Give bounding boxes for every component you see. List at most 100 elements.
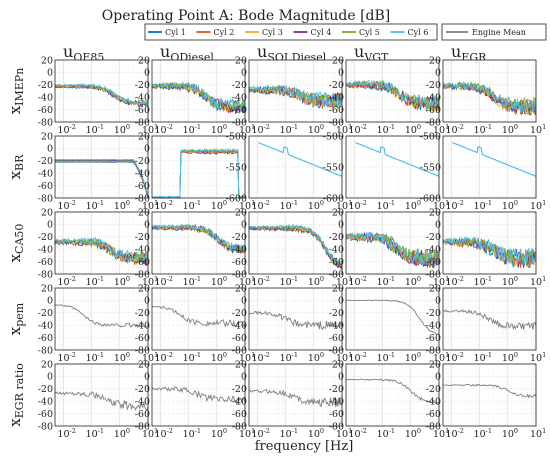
x-tick-label: 10-1 <box>377 199 395 212</box>
x-tick-exp: -2 <box>361 123 367 131</box>
y-tick-label: -20 <box>426 80 441 91</box>
legend-box <box>144 23 438 41</box>
x-tick-exp: -2 <box>458 275 464 283</box>
panel-frame <box>442 211 537 275</box>
cylinder-trace <box>151 223 246 252</box>
y-tick-label: 0 <box>144 372 150 383</box>
y-tick-label: -60 <box>426 333 441 344</box>
y-tick-label: -20 <box>232 384 247 395</box>
y-tick-label: 20 <box>41 207 53 218</box>
x-tick-label: 101 <box>530 123 546 136</box>
y-tick-label: -80 <box>232 421 247 432</box>
y-tick-label: -60 <box>135 105 150 116</box>
y-tick-label: -80 <box>329 421 344 432</box>
x-tick-label: 100 <box>405 199 421 212</box>
panel-frame <box>54 287 149 351</box>
y-tick-label: -20 <box>232 232 247 243</box>
x-tick-exp: 1 <box>154 351 158 359</box>
y-tick-label: -80 <box>426 269 441 280</box>
panel-background <box>249 212 342 274</box>
x-tick-exp: 0 <box>126 427 130 435</box>
x-tick-exp: 1 <box>348 275 352 283</box>
y-tick-label: 20 <box>235 55 247 66</box>
x-tick-label: 10-2 <box>251 199 269 212</box>
y-tick-label: -600 <box>420 193 441 204</box>
x-tick-exp: -2 <box>70 123 76 131</box>
x-tick-exp: 1 <box>542 199 546 207</box>
x-tick-exp: -1 <box>389 199 395 207</box>
x-tick-label: 10-1 <box>86 351 104 364</box>
panel-frame <box>151 363 246 427</box>
x-tick-exp: -2 <box>264 123 270 131</box>
y-tick-label: 20 <box>332 359 344 370</box>
x-tick-label: 10-2 <box>445 123 463 136</box>
x-tick-label: 100 <box>502 427 518 440</box>
y-tick-label: 20 <box>235 359 247 370</box>
y-tick-label: -40 <box>38 93 53 104</box>
y-tick-label: -80 <box>135 421 150 432</box>
x-tick-exp: 1 <box>154 427 158 435</box>
y-tick-label: -80 <box>426 345 441 356</box>
x-tick-label: 100 <box>308 199 324 212</box>
x-tick-exp: -1 <box>195 123 201 131</box>
y-tick-label: -40 <box>426 397 441 408</box>
x-tick-exp: 0 <box>223 427 227 435</box>
panel-background <box>55 60 148 122</box>
x-tick-label: 10-1 <box>183 123 201 136</box>
x-tick-label: 10-2 <box>251 275 269 288</box>
cylinder-trace <box>54 83 149 105</box>
panel-background <box>55 364 148 426</box>
legend-entries: Cyl 1 Cyl 2 Cyl 3 Cyl 4 Cyl 5 Cyl 6 <box>148 28 428 37</box>
x-tick-label: 100 <box>211 199 227 212</box>
x-tick-exp: -2 <box>458 199 464 207</box>
y-tick-label: -80 <box>135 117 150 128</box>
y-tick-label: 20 <box>138 207 150 218</box>
x-tick-exp: -2 <box>458 123 464 131</box>
y-tick-label: -20 <box>38 156 53 167</box>
y-tick-label: 0 <box>241 372 247 383</box>
x-tick-label: 10-1 <box>377 351 395 364</box>
y-tick-label: -60 <box>135 181 150 192</box>
y-tick-label: 20 <box>138 283 150 294</box>
x-tick-label: 10-2 <box>445 199 463 212</box>
y-tick-label: -20 <box>329 232 344 243</box>
y-tick-label: 0 <box>47 68 53 79</box>
y-tick-label: -60 <box>426 409 441 420</box>
x-tick-label: 10-2 <box>348 123 366 136</box>
y-tick-label: -80 <box>232 117 247 128</box>
panel-frame <box>442 363 537 427</box>
output-label-sub: pem <box>13 302 26 327</box>
x-tick-exp: -1 <box>98 427 104 435</box>
y-tick-label: -20 <box>38 80 53 91</box>
output-label-sub: BR <box>13 154 26 171</box>
y-tick-label: -60 <box>135 257 150 268</box>
x-tick-label: 100 <box>114 199 130 212</box>
x-tick-exp: 0 <box>417 427 421 435</box>
y-tick-label: 20 <box>138 131 150 142</box>
y-tick-label: -40 <box>135 93 150 104</box>
y-tick-label: 0 <box>338 220 344 231</box>
y-tick-label: -80 <box>38 193 53 204</box>
x-tick-exp: 0 <box>320 123 324 131</box>
x-tick-label: 10-1 <box>183 351 201 364</box>
output-label-sub: EGR ratio <box>13 363 26 418</box>
x-tick-label: 100 <box>308 275 324 288</box>
y-tick-label: -500 <box>323 131 344 142</box>
legend-label: Engine Mean <box>472 28 526 37</box>
engine-mean-trace <box>151 386 246 406</box>
x-tick-exp: 1 <box>154 275 158 283</box>
x-tick-exp: 1 <box>348 123 352 131</box>
y-tick-label: 20 <box>41 359 53 370</box>
y-tick-label: -60 <box>135 333 150 344</box>
x-tick-exp: -1 <box>486 351 492 359</box>
x-tick-exp: 1 <box>445 351 449 359</box>
